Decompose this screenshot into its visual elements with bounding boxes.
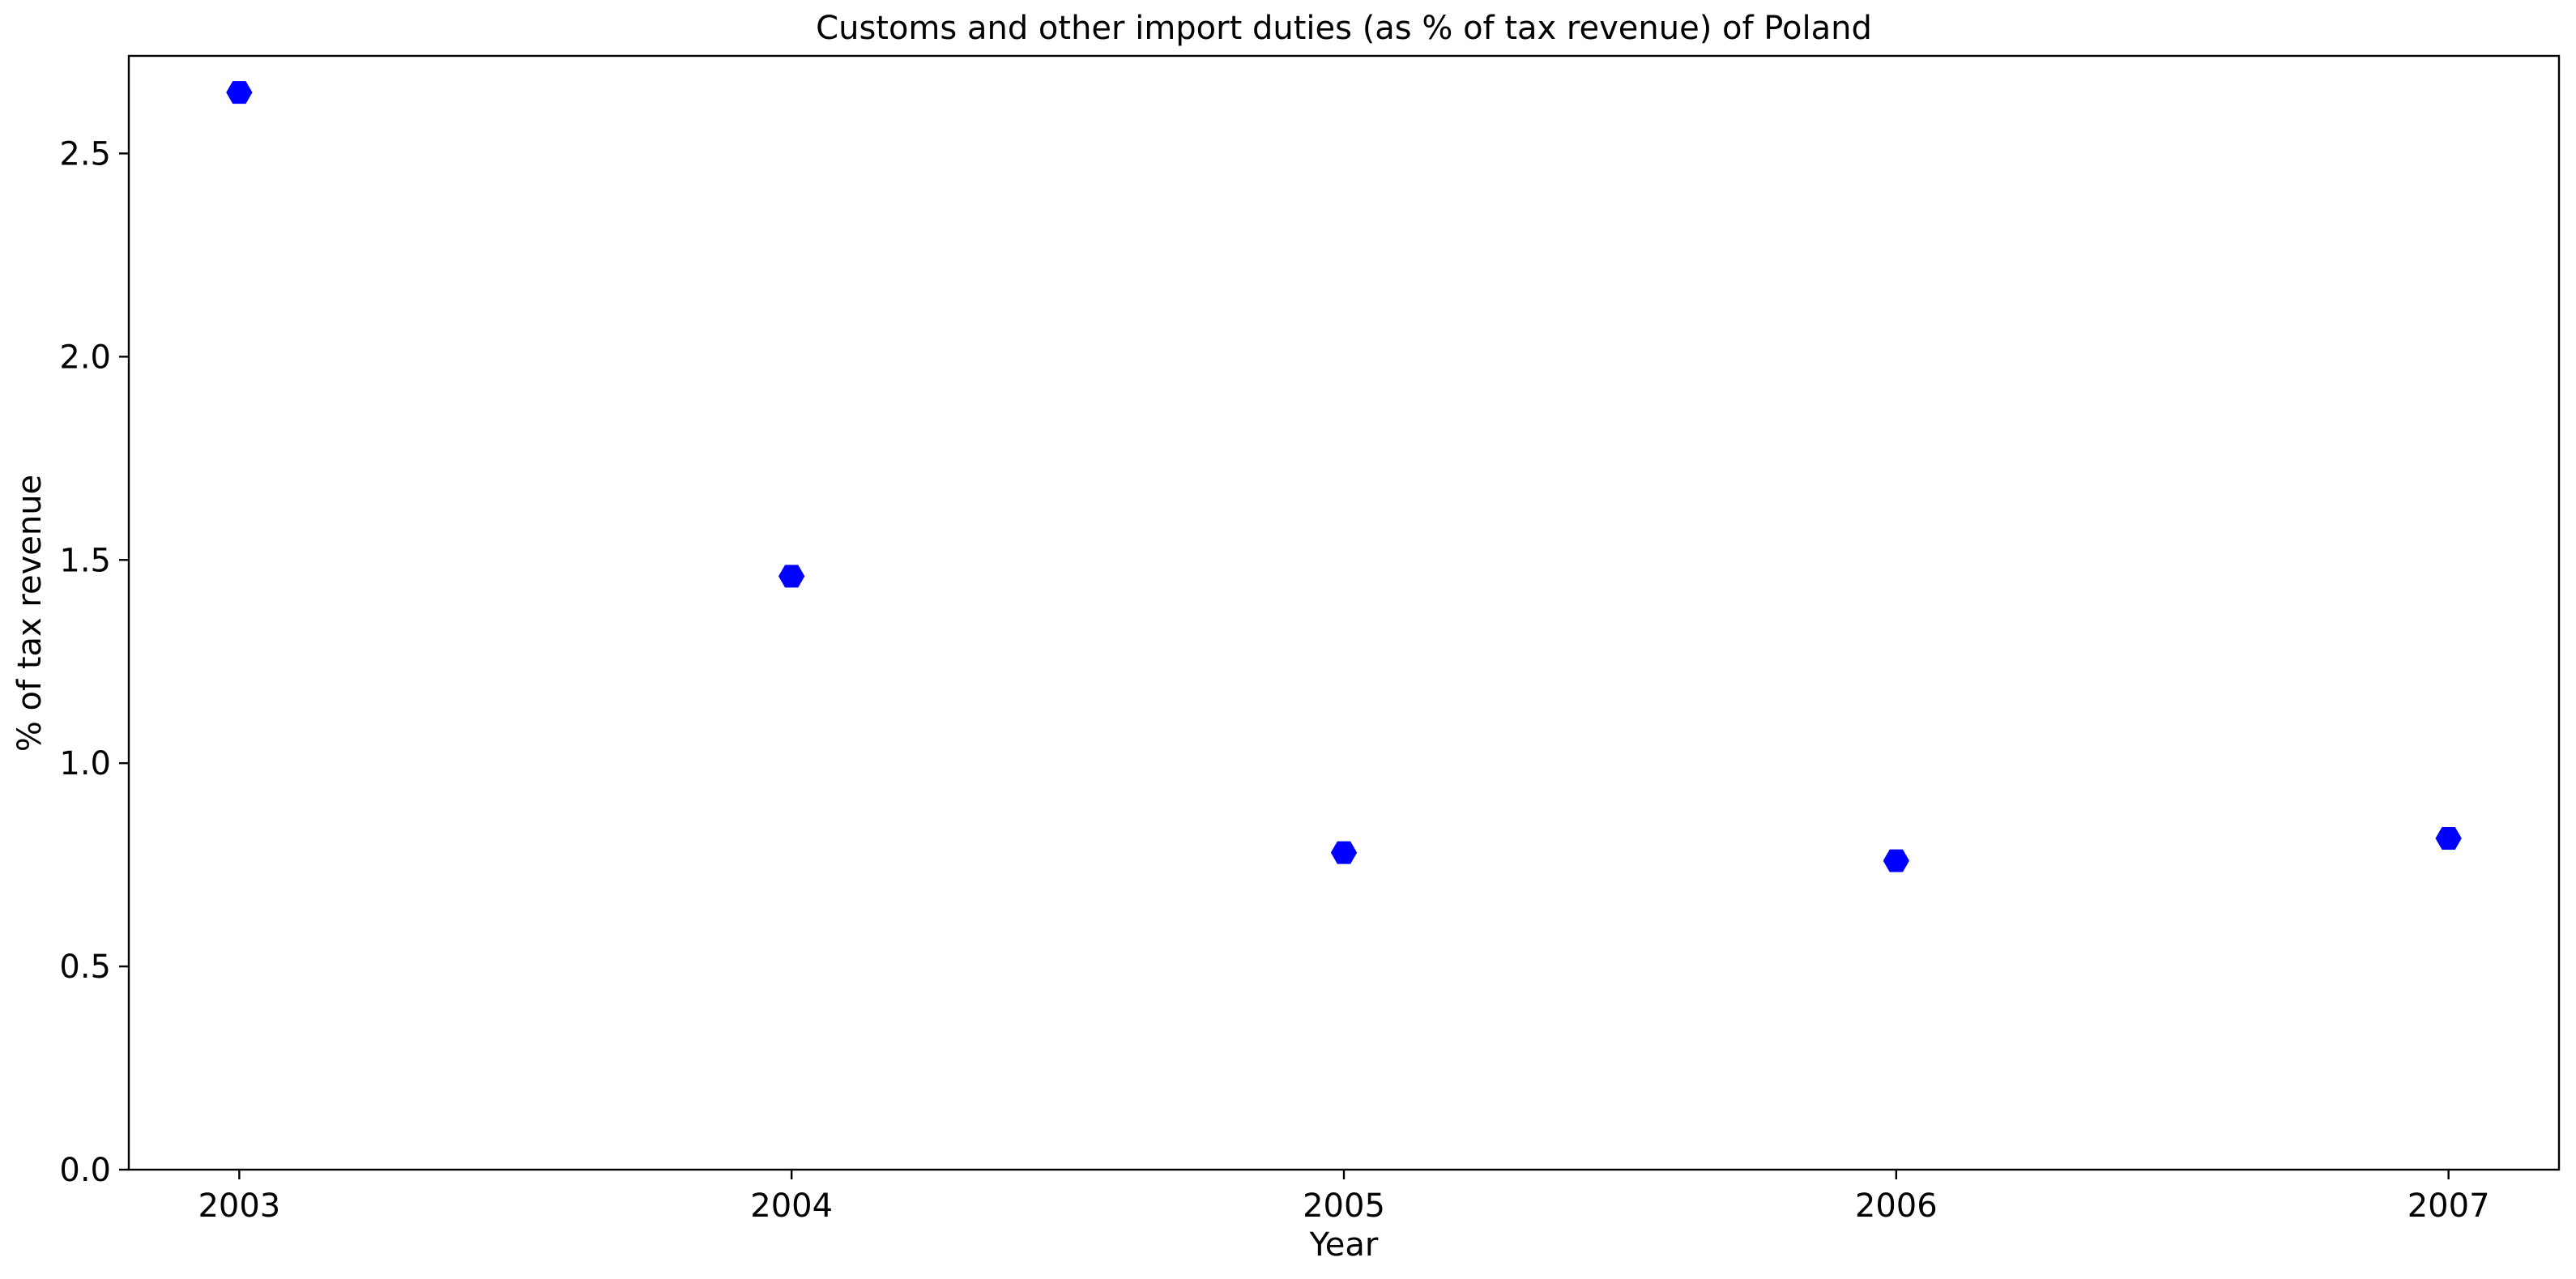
chart-title: Customs and other import duties (as % of… — [816, 10, 1872, 47]
data-point — [226, 81, 253, 104]
y-tick-label: 0.0 — [59, 1152, 111, 1189]
data-point — [1883, 849, 1909, 872]
y-axis: 0.0 0.5 1.0 1.5 2.0 2.5 — [59, 135, 129, 1189]
data-series — [226, 81, 2462, 872]
plot-area — [127, 54, 2561, 1171]
data-point — [778, 565, 805, 588]
x-tick-label: 2005 — [1303, 1187, 1385, 1225]
y-tick-label: 0.5 — [59, 949, 111, 986]
data-point — [2435, 827, 2462, 850]
x-tick-label: 2003 — [198, 1187, 280, 1225]
x-axis: 2003 2004 2005 2006 2007 — [198, 1170, 2490, 1225]
x-tick-label: 2007 — [2408, 1187, 2490, 1225]
y-tick-label: 2.5 — [59, 135, 111, 173]
x-axis-label: Year — [1309, 1226, 1379, 1264]
x-tick-label: 2006 — [1855, 1187, 1938, 1225]
data-point — [1330, 841, 1358, 864]
y-tick-label: 2.0 — [59, 339, 111, 376]
y-tick-label: 1.5 — [59, 542, 111, 579]
y-tick-label: 1.0 — [59, 745, 111, 782]
y-axis-label: % of tax revenue — [11, 475, 49, 752]
x-tick-label: 2004 — [750, 1187, 833, 1225]
